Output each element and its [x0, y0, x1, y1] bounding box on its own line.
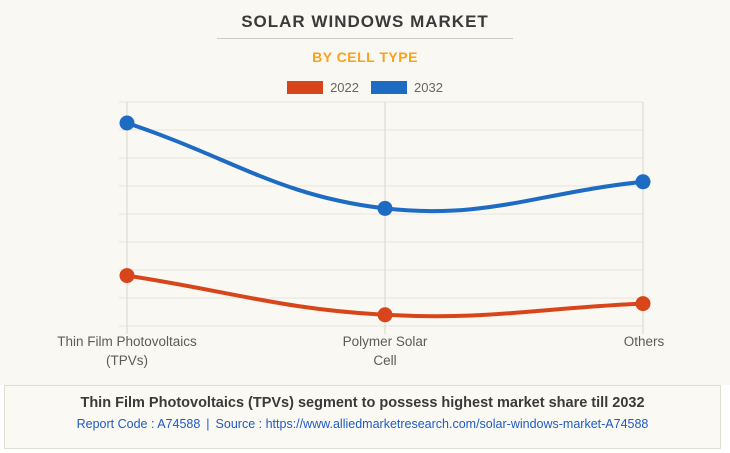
caption-headline: Thin Film Photovoltaics (TPVs) segment t… — [80, 395, 645, 411]
data-point-2022 — [377, 307, 393, 323]
caption-box: Thin Film Photovoltaics (TPVs) segment t… — [4, 385, 721, 449]
chart-background — [0, 0, 730, 385]
x-axis-label-polymer-solar-cell: Polymer Solar Cell — [342, 334, 428, 368]
legend-swatch-2032 — [371, 81, 407, 94]
source-line: Report Code : A74588 | Source : https://ww… — [5, 417, 720, 431]
legend-label-2022: 2022 — [330, 80, 359, 95]
data-point-2032 — [377, 200, 393, 216]
source-url-link[interactable]: https://www.alliedmarketresearch.com/sol… — [265, 417, 649, 431]
line-chart — [119, 101, 651, 334]
legend-item-2022: 2022 — [287, 80, 359, 95]
legend-label-2032: 2032 — [414, 80, 443, 95]
data-point-2032 — [119, 115, 135, 131]
x-axis-label-tpvs: Thin Film Photovoltaics (TPVs) — [57, 334, 197, 368]
chart-title: SOLAR WINDOWS MARKET — [241, 12, 489, 31]
legend-item-2032: 2032 — [371, 80, 443, 95]
report-code-link[interactable]: Report Code : A74588 — [76, 417, 201, 431]
legend: 2022 2032 — [0, 80, 730, 95]
title-divider — [217, 38, 513, 39]
data-point-2022 — [119, 268, 135, 284]
x-axis-label-others: Others — [623, 334, 665, 349]
data-point-2022 — [635, 296, 651, 312]
legend-swatch-2022 — [287, 81, 324, 94]
separator: | — [206, 417, 210, 431]
source-label: Source : — [215, 417, 263, 431]
data-point-2032 — [635, 174, 651, 190]
chart-subtitle: BY CELL TYPE — [312, 49, 418, 65]
